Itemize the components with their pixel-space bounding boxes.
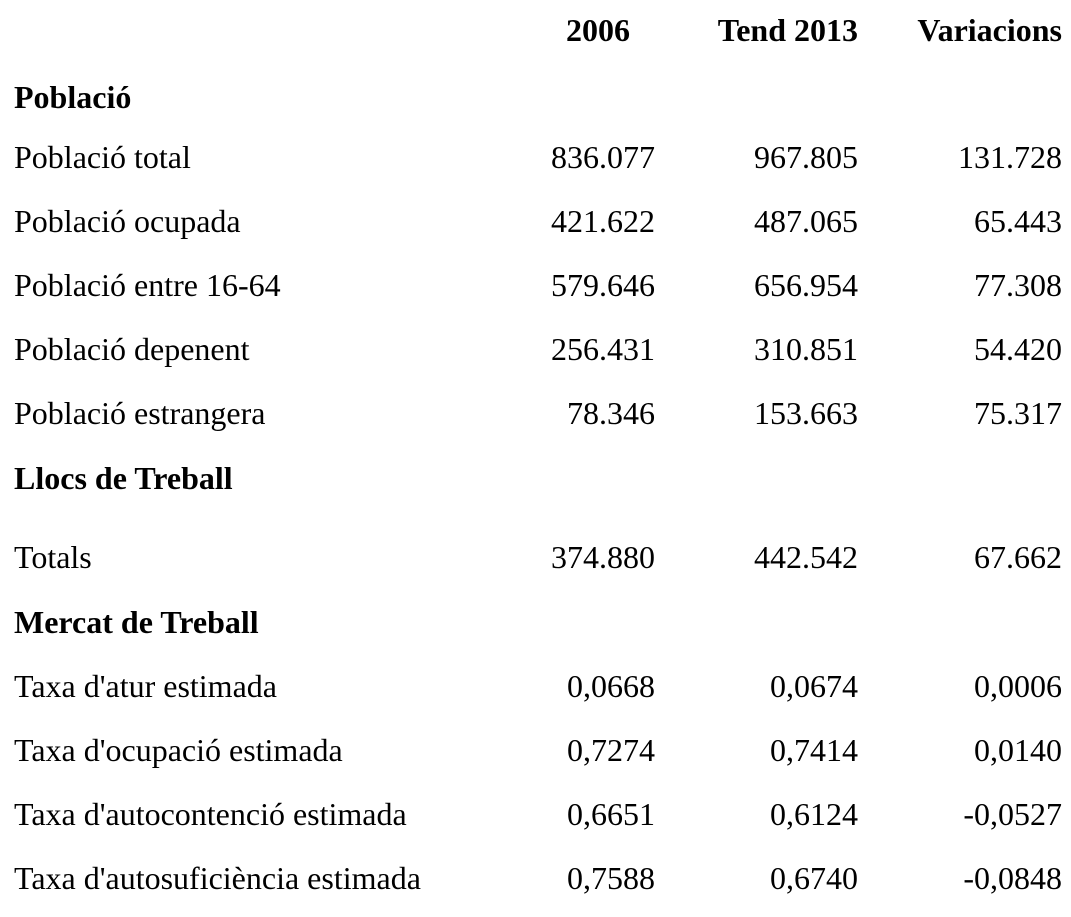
cell-value: 131.728 xyxy=(958,139,1062,175)
cell-value: 656.954 xyxy=(754,267,858,303)
cell-value: 67.662 xyxy=(974,539,1062,575)
section-title: Mercat de Treball xyxy=(14,604,259,640)
cell-value: 256.431 xyxy=(551,331,655,367)
row-label: Població entre 16-64 xyxy=(14,267,281,303)
cell-value: 0,0006 xyxy=(974,668,1062,704)
row-label: Població ocupada xyxy=(14,203,241,239)
cell-value: 78.346 xyxy=(567,395,655,431)
cell-value: 0,6124 xyxy=(770,796,858,832)
cell-value: 421.622 xyxy=(551,203,655,239)
row-label: Taxa d'ocupació estimada xyxy=(14,732,343,768)
cell-value: 0,0668 xyxy=(567,668,655,704)
row-label: Taxa d'atur estimada xyxy=(14,668,277,704)
cell-value: 65.443 xyxy=(974,203,1062,239)
row-label: Taxa d'autosuficiència estimada xyxy=(14,860,421,896)
row-label: Població depenent xyxy=(14,331,250,367)
cell-value: 836.077 xyxy=(551,139,655,175)
cell-value: 310.851 xyxy=(754,331,858,367)
cell-value: 442.542 xyxy=(754,539,858,575)
section-title: Població xyxy=(14,79,132,115)
cell-value: -0,0527 xyxy=(963,796,1062,832)
column-header: 2006 xyxy=(566,12,630,48)
cell-value: 374.880 xyxy=(551,539,655,575)
cell-value: 0,6740 xyxy=(770,860,858,896)
cell-value: 579.646 xyxy=(551,267,655,303)
cell-value: 487.065 xyxy=(754,203,858,239)
cell-value: 0,6651 xyxy=(567,796,655,832)
cell-value: 0,0140 xyxy=(974,732,1062,768)
cell-value: 0,7414 xyxy=(770,732,858,768)
section-title: Llocs de Treball xyxy=(14,460,233,496)
row-label: Taxa d'autocontenció estimada xyxy=(14,796,407,832)
cell-value: 153.663 xyxy=(754,395,858,431)
cell-value: -0,0848 xyxy=(963,860,1062,896)
cell-value: 77.308 xyxy=(974,267,1062,303)
column-header: Variacions xyxy=(917,12,1062,48)
cell-value: 0,7274 xyxy=(567,732,655,768)
column-header: Tend 2013 xyxy=(717,12,858,48)
cell-value: 0,7588 xyxy=(567,860,655,896)
row-label: Totals xyxy=(14,539,92,575)
row-label: Població total xyxy=(14,139,191,175)
cell-value: 967.805 xyxy=(754,139,858,175)
cell-value: 54.420 xyxy=(974,331,1062,367)
cell-value: 0,0674 xyxy=(770,668,858,704)
cell-value: 75.317 xyxy=(974,395,1062,431)
row-label: Població estrangera xyxy=(14,395,266,431)
